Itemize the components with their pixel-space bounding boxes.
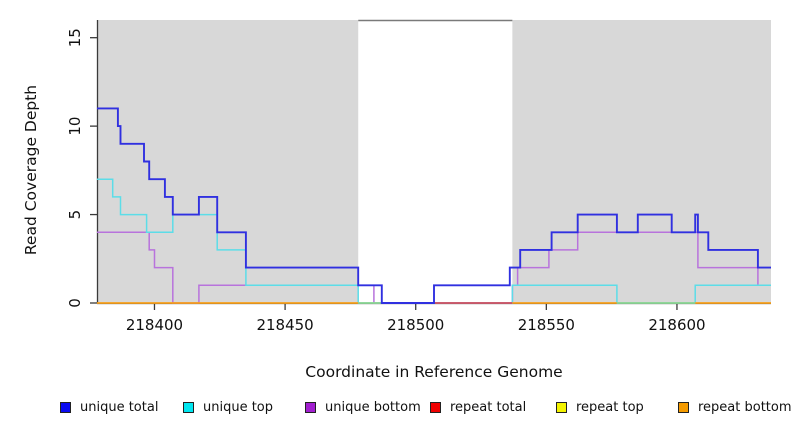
legend-item-unique-bottom: unique bottom: [305, 398, 421, 416]
legend-swatch-unique-top: [183, 401, 194, 413]
legend-label: repeat total: [450, 399, 527, 415]
legend-label: repeat bottom: [698, 399, 792, 415]
legend-item-repeat-top: repeat top: [556, 398, 644, 416]
y-tick-label: 0: [66, 298, 84, 308]
series-unique-top: [97, 178, 771, 304]
region-covered-right: [512, 20, 771, 303]
x-tick-label: 218400: [126, 316, 183, 334]
x-tick-label: 218550: [518, 316, 575, 334]
legend-item-unique-total: unique total: [60, 398, 158, 416]
legend-swatch-unique-total: [60, 401, 71, 413]
y-axis-title: Read Coverage Depth: [22, 84, 40, 256]
legend-label: unique top: [203, 399, 274, 415]
legend-swatch-repeat-bottom: [678, 401, 689, 413]
legend-label: unique total: [80, 399, 159, 415]
legend-swatch-unique-bottom: [305, 401, 316, 413]
x-tick-label: 218500: [387, 316, 444, 334]
legend-swatch-repeat-total: [430, 401, 441, 413]
y-tick-label: 10: [66, 117, 84, 136]
x-axis-title: Coordinate in Reference Genome: [305, 363, 563, 381]
legend: unique total unique top unique bottom re…: [0, 398, 792, 420]
region-covered-left: [97, 20, 359, 303]
legend-label: repeat top: [576, 399, 644, 415]
legend-item-repeat-bottom: repeat bottom: [678, 398, 792, 416]
x-tick-label: 218450: [256, 316, 313, 334]
y-tick-label: 15: [66, 28, 84, 47]
series-unique-total: [97, 107, 771, 304]
legend-label: unique bottom: [325, 399, 421, 415]
x-tick-label: 218600: [648, 316, 705, 334]
legend-item-unique-top: unique top: [183, 398, 273, 416]
y-tick-label: 5: [66, 210, 84, 220]
legend-item-repeat-total: repeat total: [430, 398, 526, 416]
legend-swatch-repeat-top: [556, 401, 567, 413]
